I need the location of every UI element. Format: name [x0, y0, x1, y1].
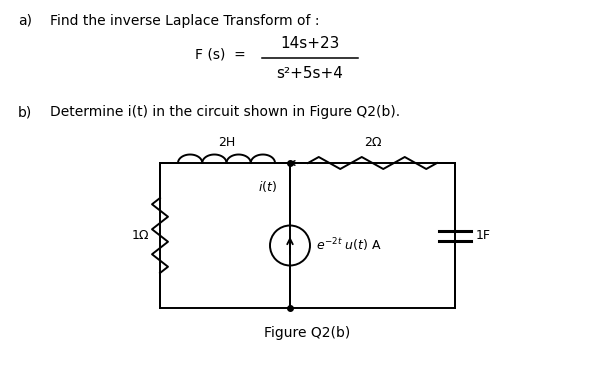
Text: $e^{-2t}$ $u(t)$ A: $e^{-2t}$ $u(t)$ A: [316, 237, 382, 254]
Text: b): b): [18, 105, 32, 119]
Text: 1F: 1F: [476, 229, 491, 242]
Text: 14s+23: 14s+23: [280, 37, 340, 51]
Text: a): a): [18, 14, 32, 28]
Text: $i(t)$: $i(t)$: [259, 179, 278, 194]
Text: Figure Q2(b): Figure Q2(b): [265, 326, 350, 340]
Text: s²+5s+4: s²+5s+4: [277, 66, 343, 81]
Text: 2Ω: 2Ω: [364, 136, 381, 149]
Text: 2H: 2H: [218, 136, 235, 149]
Text: Determine i(t) in the circuit shown in Figure Q2(b).: Determine i(t) in the circuit shown in F…: [50, 105, 400, 119]
Text: Find the inverse Laplace Transform of :: Find the inverse Laplace Transform of :: [50, 14, 320, 28]
Text: 1Ω: 1Ω: [131, 229, 149, 242]
Text: F (s)  =: F (s) =: [195, 48, 246, 62]
